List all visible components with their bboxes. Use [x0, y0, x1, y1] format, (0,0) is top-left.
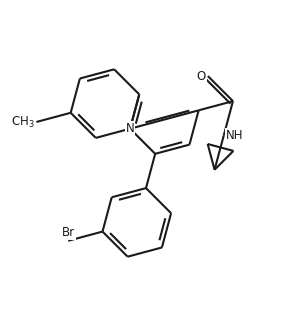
- Text: N: N: [126, 122, 134, 135]
- Text: NH: NH: [225, 129, 243, 142]
- Text: Br: Br: [62, 226, 75, 239]
- Text: CH$_3$: CH$_3$: [11, 114, 35, 129]
- Text: O: O: [197, 69, 206, 82]
